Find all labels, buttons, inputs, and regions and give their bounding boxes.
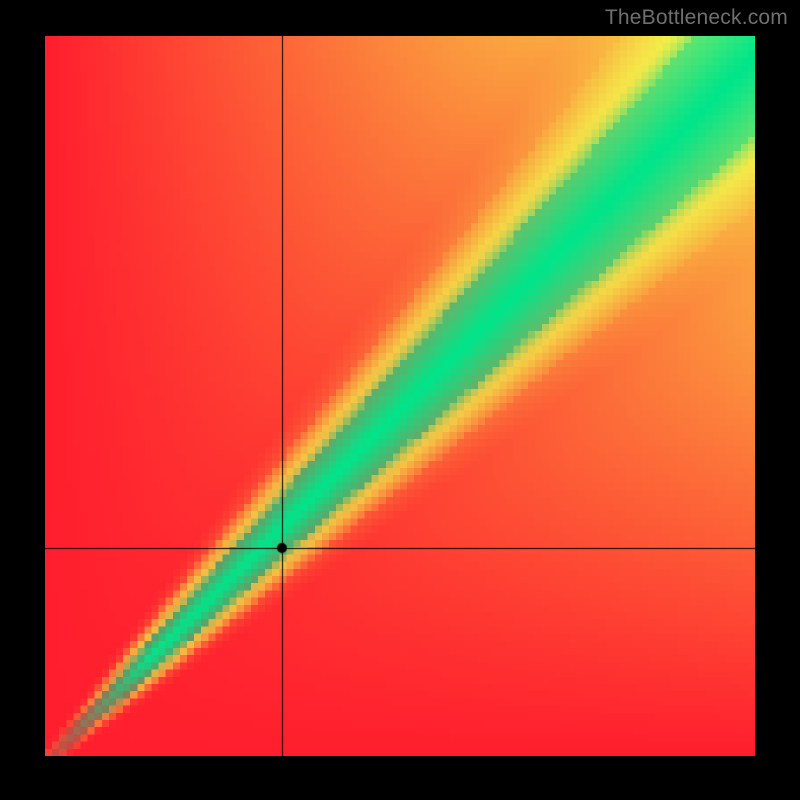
watermark-text: TheBottleneck.com (605, 6, 788, 30)
crosshair-overlay (45, 36, 755, 756)
chart-container: TheBottleneck.com (0, 0, 800, 800)
